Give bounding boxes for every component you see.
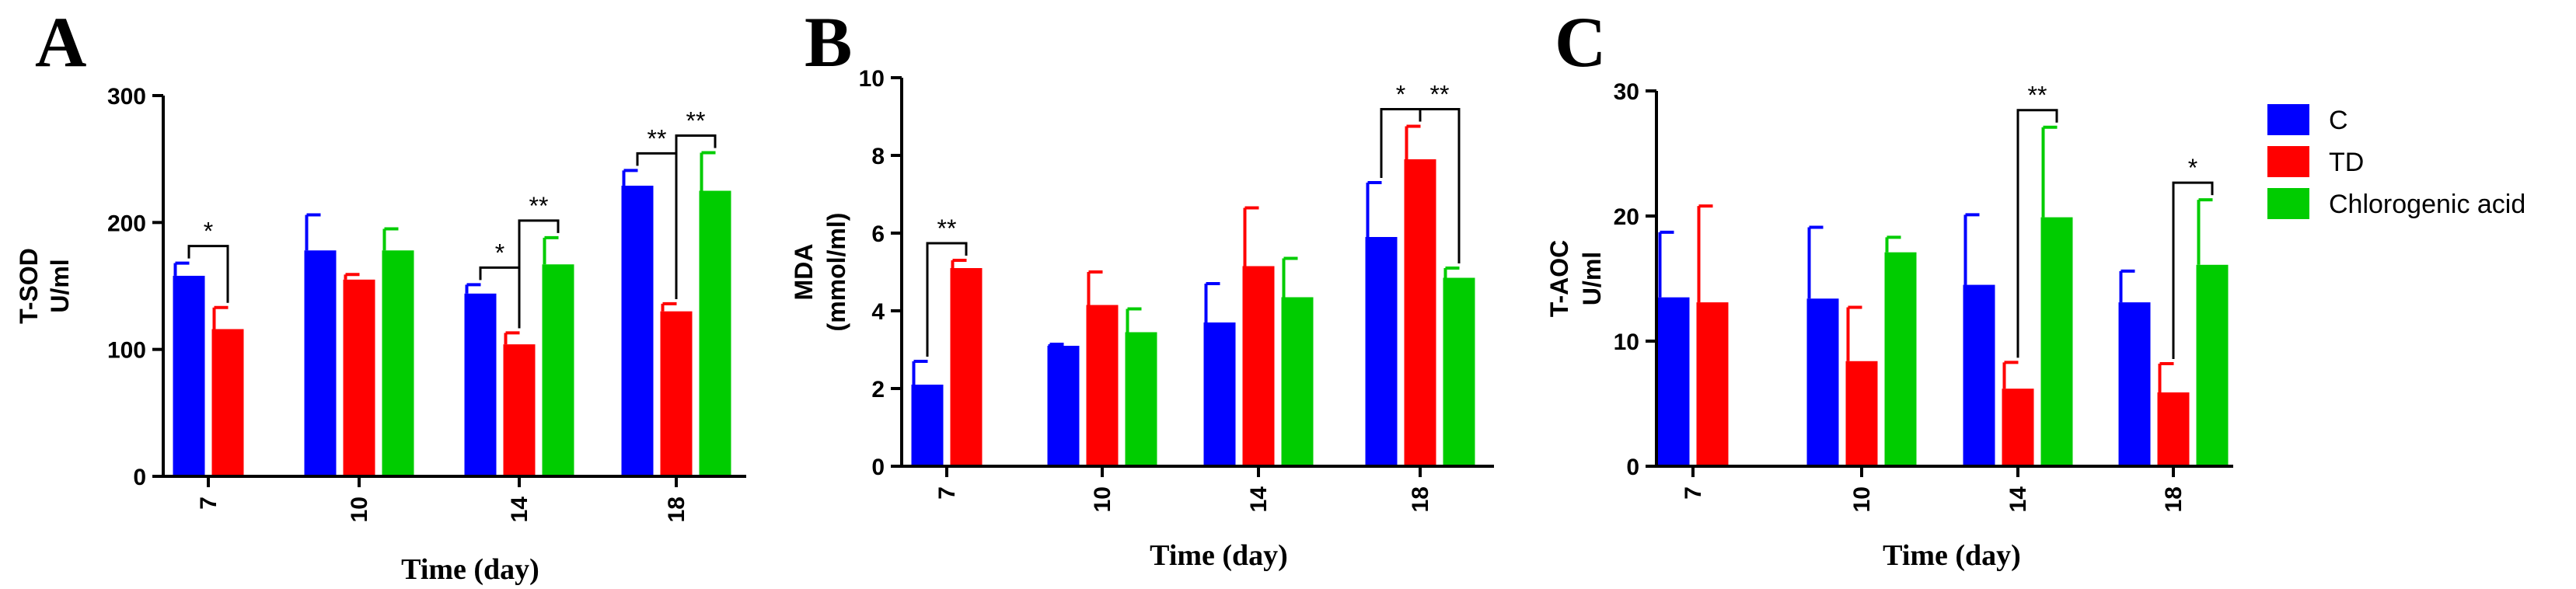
significance-label: * bbox=[2188, 154, 2197, 182]
significance-bracket bbox=[675, 134, 717, 299]
significance-label: ** bbox=[2028, 82, 2047, 110]
y-tick-label: 2 bbox=[871, 377, 885, 403]
bar bbox=[211, 329, 244, 476]
y-axis-label: U/ml bbox=[1578, 252, 1606, 305]
bar bbox=[304, 250, 337, 476]
bar bbox=[1884, 252, 1917, 466]
bar bbox=[1845, 361, 1878, 466]
bar bbox=[1443, 277, 1475, 466]
y-tick-label: 200 bbox=[107, 211, 146, 236]
y-tick-label: 10 bbox=[859, 66, 885, 92]
x-tick-label: 18 bbox=[1408, 486, 1433, 512]
bar bbox=[343, 279, 375, 476]
significance-bracket bbox=[518, 219, 560, 329]
bar bbox=[1203, 322, 1236, 466]
bar bbox=[2118, 302, 2151, 466]
bar bbox=[1365, 237, 1398, 466]
bar bbox=[1086, 305, 1119, 466]
x-tick-label: 18 bbox=[664, 497, 689, 522]
bar bbox=[173, 275, 205, 476]
bar bbox=[1963, 284, 1995, 466]
bar bbox=[1047, 346, 1080, 466]
significance-label: * bbox=[204, 218, 213, 246]
bar bbox=[660, 311, 693, 476]
panel-letter: A bbox=[35, 2, 86, 82]
bar bbox=[2157, 392, 2190, 466]
y-tick-label: 0 bbox=[871, 455, 885, 480]
significance-bracket bbox=[2172, 181, 2214, 359]
y-tick-label: 20 bbox=[1614, 204, 1639, 230]
x-tick-label: 14 bbox=[2005, 486, 2031, 513]
y-tick-label: 30 bbox=[1614, 79, 1639, 105]
x-tick-label: 7 bbox=[196, 497, 222, 510]
y-tick-label: 100 bbox=[107, 338, 146, 364]
x-tick-label: 14 bbox=[1246, 486, 1272, 513]
y-tick-label: 10 bbox=[1614, 329, 1639, 355]
significance-bracket bbox=[926, 242, 968, 357]
legend-swatch bbox=[2267, 104, 2309, 135]
bar bbox=[2002, 389, 2034, 466]
bar bbox=[950, 268, 983, 466]
significance-label: ** bbox=[529, 192, 549, 220]
bar bbox=[1281, 297, 1314, 466]
x-axis-label: Time (day) bbox=[1883, 539, 2021, 572]
panel-letter: C bbox=[1555, 2, 1606, 82]
x-axis-label: Time (day) bbox=[401, 553, 539, 586]
x-tick-label: 7 bbox=[934, 486, 960, 500]
significance-label: ** bbox=[937, 214, 957, 242]
y-axis-label: (mmol/ml) bbox=[822, 213, 850, 332]
x-tick-label: 10 bbox=[1849, 486, 1875, 512]
panel-letter: B bbox=[805, 2, 852, 82]
bar bbox=[542, 264, 574, 476]
significance-label: ** bbox=[1430, 81, 1450, 109]
significance-label: * bbox=[1396, 81, 1405, 109]
significance-label: * bbox=[495, 239, 504, 267]
legend-label: TD bbox=[2329, 148, 2364, 177]
bar bbox=[382, 250, 414, 476]
bar bbox=[699, 190, 731, 476]
bar bbox=[1404, 159, 1436, 466]
y-axis-label: U/ml bbox=[46, 259, 74, 312]
significance-bracket bbox=[2016, 109, 2058, 358]
y-tick-label: 6 bbox=[871, 221, 885, 247]
bar bbox=[621, 185, 654, 476]
significance-bracket bbox=[1419, 108, 1461, 263]
bar bbox=[911, 385, 944, 466]
legend: C TD Chlorogenic acid bbox=[2267, 104, 2525, 219]
significance-bracket bbox=[187, 245, 229, 303]
y-axis-label: T-SOD bbox=[15, 248, 43, 324]
legend-label: Chlorogenic acid bbox=[2329, 190, 2525, 219]
legend-label: C bbox=[2329, 106, 2348, 135]
bar bbox=[503, 344, 536, 476]
x-tick-label: 14 bbox=[507, 497, 532, 523]
significance-label: ** bbox=[686, 107, 706, 135]
bar bbox=[1696, 302, 1729, 466]
bar bbox=[2040, 217, 2073, 466]
bar bbox=[2196, 264, 2229, 466]
y-tick-label: 8 bbox=[871, 144, 885, 169]
y-tick-label: 300 bbox=[107, 84, 146, 110]
legend-swatch bbox=[2267, 188, 2309, 219]
y-axis-label: T-AOC bbox=[1545, 240, 1573, 318]
bar bbox=[1657, 297, 1690, 466]
x-tick-label: 10 bbox=[1090, 486, 1115, 512]
y-tick-label: 4 bbox=[871, 299, 885, 325]
legend-swatch bbox=[2267, 146, 2309, 177]
bar bbox=[1806, 298, 1839, 466]
x-tick-label: 7 bbox=[1681, 486, 1706, 500]
y-tick-label: 0 bbox=[1626, 455, 1639, 480]
y-axis-label: MDA bbox=[790, 244, 818, 301]
bar bbox=[1125, 332, 1157, 466]
bar bbox=[464, 293, 497, 476]
x-axis-label: Time (day) bbox=[1150, 539, 1288, 572]
bar bbox=[1242, 266, 1275, 466]
x-tick-label: 10 bbox=[347, 497, 372, 522]
significance-label: ** bbox=[647, 124, 667, 152]
y-tick-label: 0 bbox=[133, 465, 146, 490]
x-tick-label: 18 bbox=[2161, 486, 2187, 512]
